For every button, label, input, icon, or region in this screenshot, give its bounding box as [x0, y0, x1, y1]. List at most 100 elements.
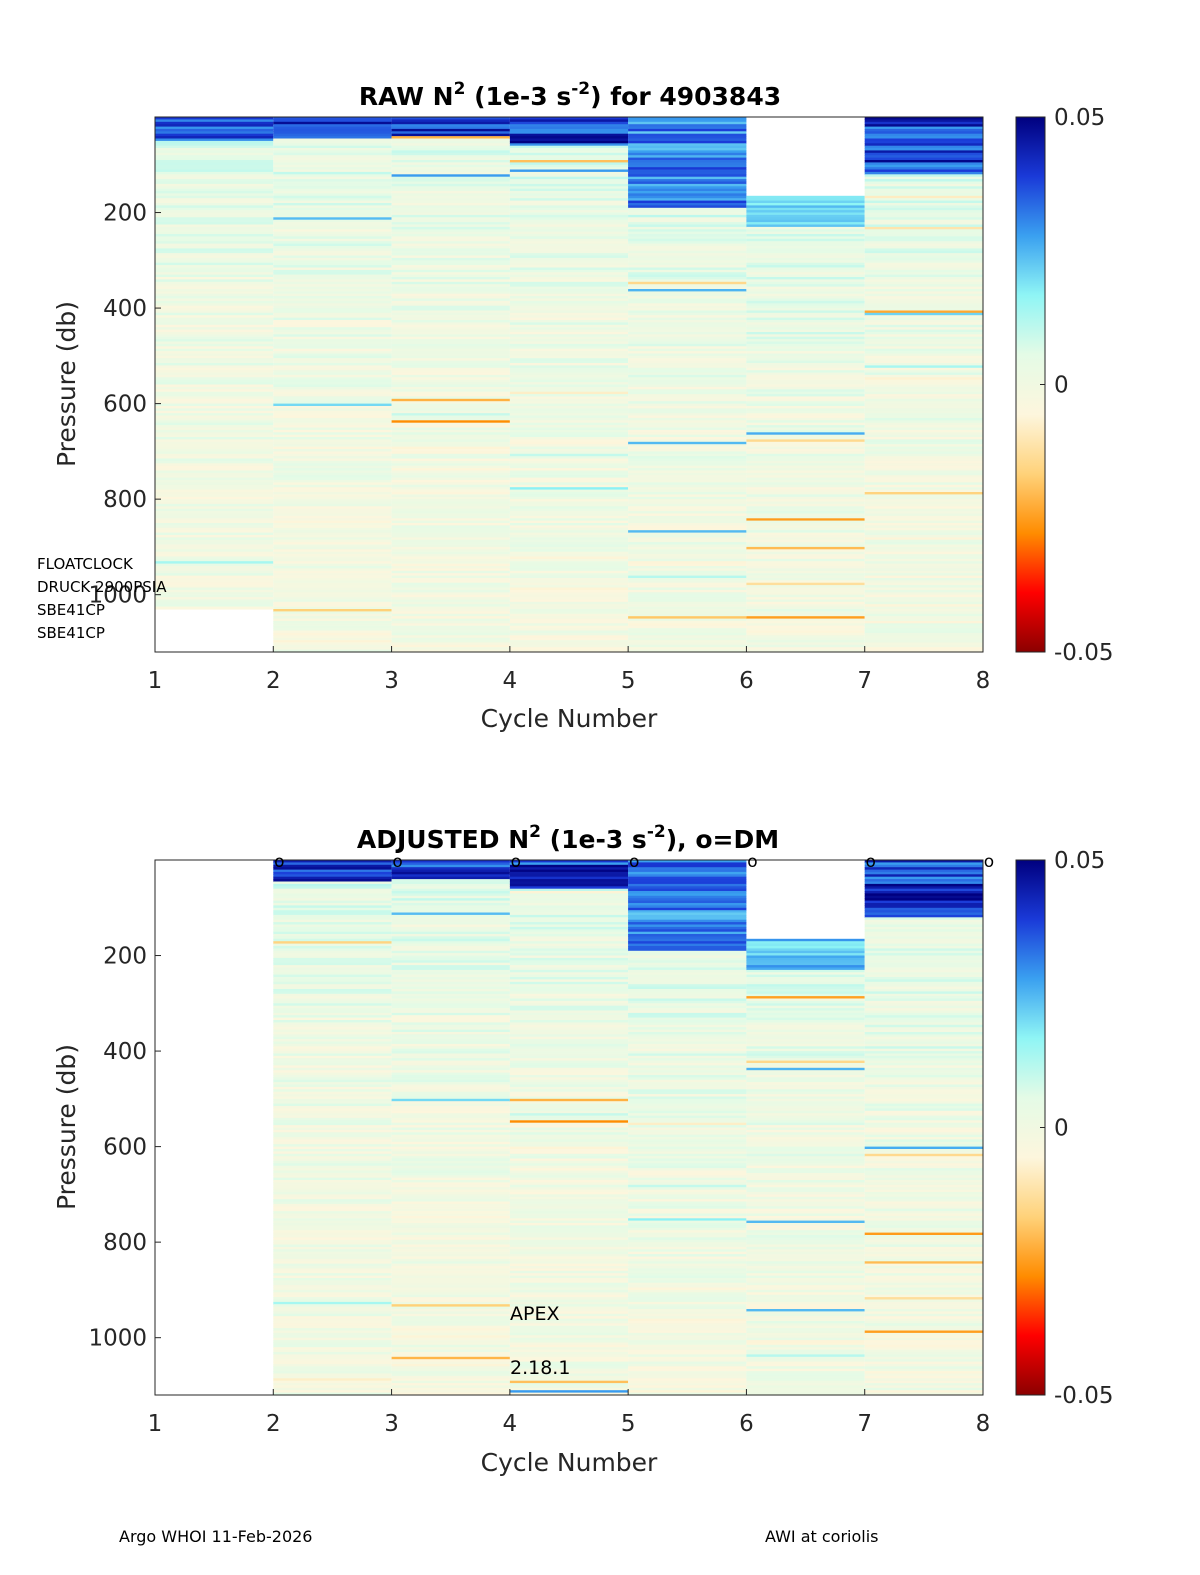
raw-heatmap-cell: [391, 420, 510, 424]
raw-heatmap-cell: [864, 293, 983, 297]
adjusted-heatmap-cell: [273, 931, 392, 935]
raw-heatmap-cell: [746, 470, 865, 474]
raw-heatmap-cell: [864, 389, 983, 393]
raw-heatmap-cell: [628, 546, 747, 550]
adjusted-heatmap-cell: [509, 972, 629, 976]
raw-heatmap-cell: [746, 415, 865, 419]
adjusted-heatmap-cell: [746, 993, 865, 997]
raw-heatmap-cell: [746, 487, 865, 491]
adjusted-heatmap-cell: [509, 1117, 629, 1121]
adjusted-heatmap-cell: [864, 1192, 983, 1195]
raw-heatmap-cell: [509, 551, 629, 555]
adjusted-heatmap-cell: [628, 1254, 747, 1258]
raw-heatmap-cell: [864, 131, 983, 135]
adjusted-heatmap-cell: [864, 1132, 983, 1136]
raw-heatmap-cell: [509, 214, 629, 218]
raw-heatmap-cell: [155, 401, 274, 405]
raw-heatmap-cell: [509, 238, 629, 242]
raw-heatmap-cell: [509, 341, 629, 345]
raw-heatmap-cell: [273, 554, 392, 558]
raw-heatmap-cell: [628, 126, 747, 130]
raw-heatmap-cell: [155, 370, 274, 374]
raw-heatmap-cell: [155, 415, 274, 419]
adjusted-heatmap-cell: [273, 984, 392, 988]
adjusted-heatmap-cell: [509, 1065, 629, 1069]
adjusted-heatmap-cell: [509, 1297, 629, 1301]
adjusted-heatmap-cell: [628, 1106, 747, 1109]
raw-heatmap-cell: [273, 219, 392, 223]
adjusted-heatmap-cell: [273, 1299, 392, 1303]
raw-heatmap-cell: [864, 317, 983, 321]
adjusted-heatmap-cell: [391, 962, 510, 966]
adjusted-heatmap-cell: [628, 1297, 747, 1301]
raw-heatmap-cell: [391, 160, 510, 163]
adjusted-heatmap-cell: [509, 1110, 629, 1114]
raw-heatmap-cell: [628, 410, 747, 414]
adjusted-heatmap-cell: [273, 1163, 392, 1167]
adjusted-heatmap-cell: [509, 1012, 629, 1016]
raw-heatmap-cell: [509, 637, 629, 641]
adjusted-heatmap-cell: [391, 1160, 510, 1164]
raw-heatmap-cell: [273, 472, 392, 476]
raw-heatmap-cell: [628, 403, 747, 407]
raw-heatmap-cell: [509, 320, 629, 323]
adjusted-heatmap-cell: [628, 1101, 747, 1105]
adjusted-heatmap-cell: [391, 1325, 510, 1329]
adjusted-heatmap-cell: [746, 1120, 865, 1124]
raw-heatmap-cell: [391, 561, 510, 565]
raw-heatmap-cell: [155, 222, 274, 226]
raw-heatmap-cell: [391, 630, 510, 634]
adjusted-heatmap-cell: [509, 922, 629, 926]
adjusted-heatmap-cell: [273, 1356, 392, 1360]
raw-heatmap-cell: [391, 625, 510, 629]
adjusted-heatmap-cell: [864, 1041, 983, 1045]
raw-heatmap-cell: [864, 367, 983, 371]
raw-heatmap-cell: [864, 570, 983, 574]
adjusted-heatmap-cell: [746, 1337, 865, 1341]
adjusted-heatmap-cell: [391, 1356, 510, 1360]
adjusted-heatmap-cell: [391, 1125, 510, 1129]
adjusted-heatmap-cell: [391, 926, 510, 930]
raw-heatmap-cell: [509, 312, 629, 316]
adjusted-heatmap-cell: [628, 1261, 747, 1265]
raw-heatmap-cell: [628, 566, 747, 569]
raw-heatmap-cell: [628, 609, 747, 612]
raw-heatmap-cell: [746, 234, 865, 237]
raw-heatmap-cell: [864, 324, 983, 328]
raw-heatmap-cell: [273, 360, 392, 364]
raw-heatmap-cell: [509, 501, 629, 505]
raw-heatmap-cell: [864, 623, 983, 627]
raw-heatmap-cell: [391, 300, 510, 304]
adjusted-heatmap-cell: [509, 867, 629, 871]
adjusted-heatmap-cell: [391, 919, 510, 923]
adjusted-heatmap-cell: [628, 1385, 747, 1389]
adjusted-heatmap-cell: [628, 1273, 747, 1277]
adjusted-heatmap-cell: [391, 1316, 510, 1320]
raw-heatmap-cell: [509, 518, 629, 522]
raw-heatmap-cell: [273, 585, 392, 589]
raw-heatmap-cell: [628, 396, 747, 400]
raw-heatmap-cell: [273, 327, 392, 331]
raw-heatmap-cell: [155, 124, 274, 128]
adjusted-heatmap-cell: [509, 1311, 629, 1315]
raw-heatmap-cell: [155, 303, 274, 307]
adjusted-heatmap-cell: [391, 1235, 510, 1238]
raw-heatmap-cell: [864, 253, 983, 257]
adjusted-heatmap-cell: [273, 1160, 392, 1164]
adjusted-heatmap-cell: [391, 1024, 510, 1028]
raw-heatmap-cell: [509, 219, 629, 223]
adjusted-heatmap-cell: [273, 1146, 392, 1150]
adjusted-heatmap-cell: [864, 1086, 983, 1090]
adjusted-heatmap-cell: [391, 955, 510, 959]
adjusted-heatmap-cell: [391, 1134, 510, 1138]
adjusted-heatmap-cell: [864, 936, 983, 940]
raw-heatmap-cell: [509, 253, 629, 257]
adjusted-heatmap-cell: [864, 1337, 983, 1341]
raw-heatmap-cell: [273, 451, 392, 455]
adjusted-heatmap-cell: [628, 898, 747, 902]
raw-heatmap-cell: [155, 446, 274, 450]
raw-heatmap-cell: [391, 124, 510, 128]
adjusted-heatmap-cell: [746, 1032, 865, 1035]
